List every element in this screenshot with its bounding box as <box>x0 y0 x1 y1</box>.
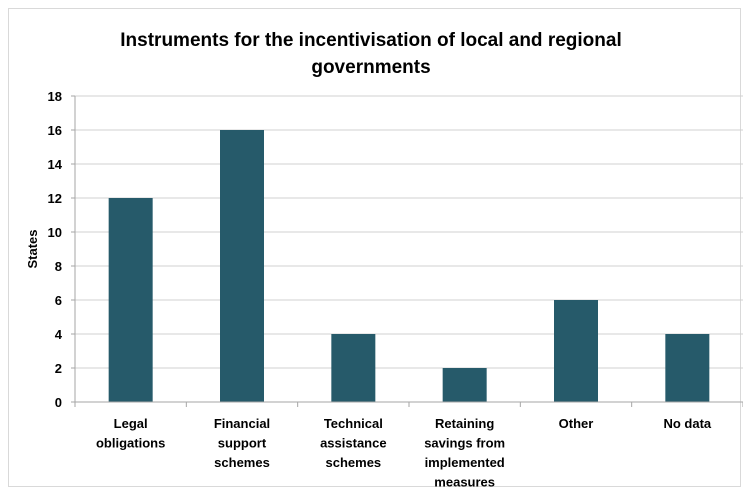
bars <box>108 130 710 402</box>
x-tick-label: Financial <box>214 416 270 431</box>
x-tick-label: Legal <box>114 416 148 431</box>
bar <box>108 198 153 402</box>
x-tick-labels: Legal obligations Financial support schemes T… <box>96 416 712 489</box>
x-tick-label: Technical <box>324 416 383 431</box>
y-tick-label: 18 <box>48 89 62 104</box>
y-tick-label: 6 <box>55 293 62 308</box>
x-tick-label: implemented <box>425 455 505 470</box>
y-tick-label: 4 <box>55 327 63 342</box>
bar <box>331 334 376 402</box>
y-tick-label: 2 <box>55 361 62 376</box>
bar <box>665 334 710 402</box>
bar <box>220 130 264 402</box>
chart-title-line-2: governments <box>311 57 430 78</box>
y-tick-label: 12 <box>48 191 62 206</box>
gridlines <box>75 95 743 369</box>
bar <box>554 300 598 402</box>
axes <box>71 95 743 407</box>
y-axis-label: States <box>25 229 40 268</box>
y-tick-label: 16 <box>48 123 62 138</box>
y-tick-label: 14 <box>48 157 63 172</box>
x-tick-label: measures <box>434 475 495 489</box>
x-tick-label: schemes <box>214 455 270 470</box>
y-tick-label: 8 <box>55 259 62 274</box>
x-tick-label: savings from <box>424 436 505 451</box>
x-tick-label: support <box>218 436 267 451</box>
y-tick-label: 10 <box>48 225 62 240</box>
x-tick-label: assistance <box>320 436 387 451</box>
chart-title-line-1: Instruments for the incentivisation of l… <box>120 30 621 51</box>
x-tick-label: Other <box>559 416 594 431</box>
x-tick-label: schemes <box>326 455 382 470</box>
x-tick-label: Retaining <box>435 416 494 431</box>
y-tick-label: 0 <box>55 395 62 410</box>
bar <box>442 368 487 402</box>
x-tick-label: obligations <box>96 436 165 451</box>
x-tick-label: No data <box>663 416 711 431</box>
y-tick-labels: 0 2 4 6 8 10 12 14 16 18 <box>48 89 63 410</box>
